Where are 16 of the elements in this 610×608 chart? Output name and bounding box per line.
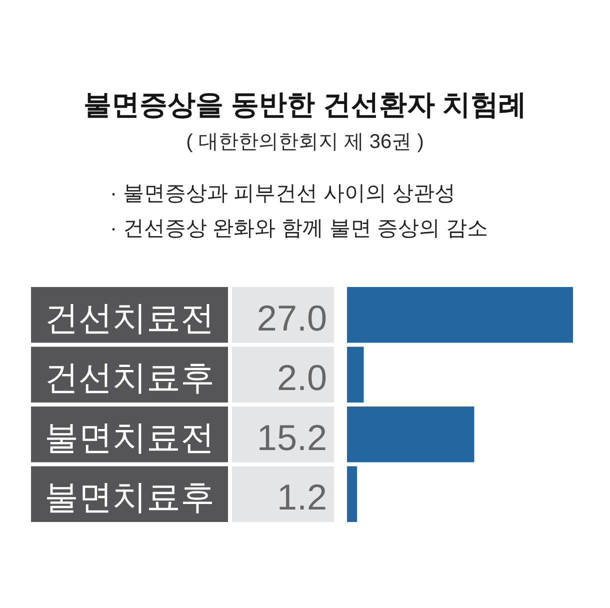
chart-title: 불면증상을 동반한 건선환자 치험례 <box>83 89 527 120</box>
bar <box>347 346 364 402</box>
bar <box>347 466 358 522</box>
data-label: 1.2 <box>276 476 327 518</box>
text: · 건선증상 완화와 함께 불면 증상의 감소 <box>110 217 488 240</box>
y-tick-label: 불면치료후 <box>44 478 214 517</box>
y-tick-label: 건선치료후 <box>44 359 214 398</box>
data-label: 15.2 <box>256 416 327 458</box>
y-tick-label: 불면치료전 <box>44 418 214 457</box>
y-tick-label: 건선치료전 <box>44 299 214 338</box>
bar <box>347 287 573 343</box>
data-label: 27.0 <box>256 297 327 338</box>
bar <box>347 406 474 462</box>
data-label: 2.0 <box>276 357 327 398</box>
chart-subtitle: ( 대한한의한회지 제 36권 ) <box>186 131 424 153</box>
text: · 불면증상과 피부건선 사이의 상관성 <box>110 182 456 205</box>
